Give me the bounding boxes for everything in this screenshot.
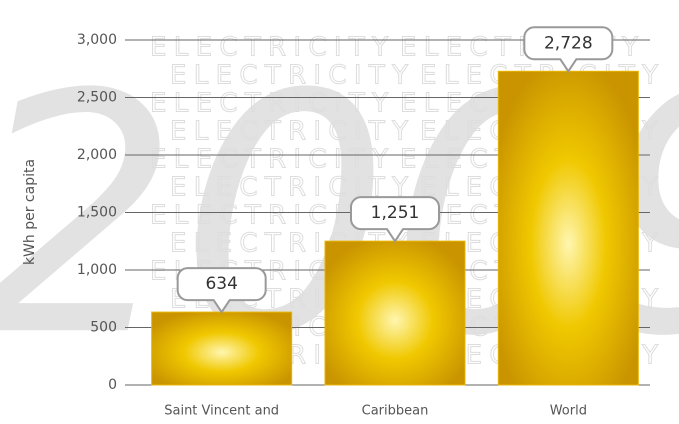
watermark-text: ELECTRICITY xyxy=(170,61,410,91)
value-label: 634 xyxy=(205,274,237,294)
y-tick-label: 500 xyxy=(90,320,117,336)
watermark-text: ELECTRICITY xyxy=(150,33,390,63)
bar xyxy=(324,240,466,386)
y-tick-label: 1,000 xyxy=(77,262,117,278)
watermark-text: ELECTRICITY xyxy=(150,89,390,119)
y-axis-label: kWh per capita xyxy=(22,159,38,265)
y-tick-label: 2,500 xyxy=(77,90,117,106)
value-label-bubble xyxy=(523,26,614,74)
watermark-text: ELECTRICITY xyxy=(170,117,410,147)
bar xyxy=(497,70,639,386)
value-label-bubble xyxy=(176,267,267,314)
x-tick-label: Saint Vincent and xyxy=(164,404,279,419)
bar xyxy=(151,311,293,386)
y-tick-label: 2,000 xyxy=(77,147,117,163)
y-tick-label: 0 xyxy=(108,377,117,393)
x-tick-label: Caribbean xyxy=(362,404,429,419)
y-tick-label: 3,000 xyxy=(77,32,117,48)
value-label-bubble xyxy=(350,196,440,243)
x-tick-label: World xyxy=(550,404,587,419)
y-tick-label: 1,500 xyxy=(77,205,117,221)
value-label: 2,728 xyxy=(544,33,593,53)
value-label: 1,251 xyxy=(371,203,420,223)
watermark-text: ELECTRICITY xyxy=(150,145,390,175)
watermark-text: ELECTRICITY xyxy=(150,201,390,231)
